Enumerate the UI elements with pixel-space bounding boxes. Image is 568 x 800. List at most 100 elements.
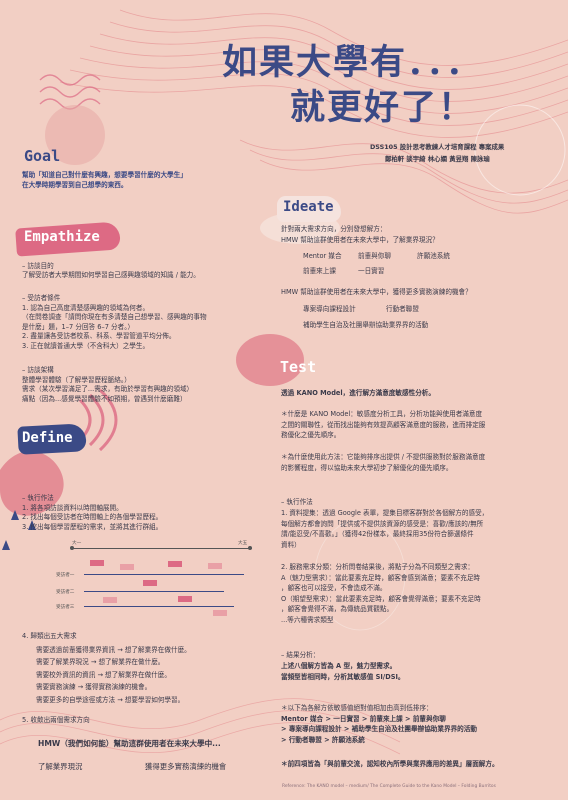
deco-ring (474, 104, 566, 196)
test-classify: 2. 服務需求分類：分析問卷結果後，將點子分為不同類型之需求： A（魅力型需求）… (281, 563, 481, 627)
test-text-line: > 專案導向課程設計 > 補助學生自治及社團舉辦協助業界界的活動 (281, 725, 477, 734)
timeline-row-label: 受訪者一 (56, 573, 75, 578)
wave-lines-left (39, 74, 101, 110)
deco-blob-define (0, 451, 64, 516)
condition-item: 2. 盡量讓各受訪者校系、科系、學習管道平均分佈。 (22, 332, 176, 341)
test-text-line: ...等六種需求類型 (281, 615, 334, 624)
need-item: 需要透過前輩獲得業界資訊 → 想了解業界在做什麼。 (36, 646, 191, 654)
test-text-line: O（期望型需求）：當此要素充足時，顧客會覺得滿意；要素不充足時 (281, 594, 481, 603)
test-text-line: 務優化之優先順序。 (281, 431, 341, 440)
test-text-line: 2. 服務需求分類：分析問卷結果後，將點子分為不同類型之需求： (281, 563, 475, 571)
timeline-tag (168, 561, 182, 567)
empathize-purpose-text: 了解受訪者大學期間如何學習自己感興趣領域的知識 / 能力。 (22, 271, 200, 279)
test-text-line: ＊什麼是 KANO Model：敏感度分析工具，分析功能與使用者滿意度 (281, 410, 483, 418)
process-item: 3. 挖出每個學習歷程的需求，並將其進行群組。 (22, 522, 163, 531)
empathize-structure: 整體學習體驗（了解學習歷程脈絡。） 需求（某次學習滿足了...需求，有助於學習有… (22, 376, 193, 404)
goal-heading: Goal (24, 147, 61, 165)
process-item: 2. 找出每個受訪者在時間軸上的各個學習歷程。 (22, 513, 163, 522)
condition-item: 3. 正在就讀普通大學（不含科大）之學生。 (22, 341, 150, 350)
test-text-line: ，顧客會覺得不滿，為傳統品質觀點。 (281, 605, 394, 614)
timeline-row-label: 受訪者二 (56, 590, 75, 595)
timeline-dot (70, 546, 74, 550)
test-result-title: – 結果分析： (281, 651, 320, 659)
test-intro: 透過 KANO Model，進行解方滿意度敏感性分析。 (281, 389, 435, 397)
test-text-line: 1. 資料提集：透過 Google 表單，提集目標客群對於各個解方的感受， (281, 509, 489, 517)
structure-item: 痛點（因為...感覺學習體驗不如預期，曾遇到什麼磨難） (22, 394, 187, 403)
test-text-line: 資料） (281, 540, 301, 549)
test-conclusion: ＊前四項皆為「與前輩交流，認知校內所學與業界應用的差異」層面解方。 (281, 760, 499, 768)
project-course: DSS105 設計思考教練人才培育課程 專案成果 (370, 143, 505, 151)
test-text-line: ＊為什麼使用此方法：它能夠排序出提供 / 不提供服務對於服務滿意度 (281, 453, 486, 461)
deco-drops (2, 510, 36, 550)
need-item: 需要實務演練 → 獲得實務演練的機會。 (36, 683, 152, 692)
idea-item: 行動者聯盟 (386, 305, 419, 313)
empathize-purpose-title: – 訪談目的 (22, 262, 54, 270)
timeline-end-label: 大五 (238, 541, 248, 546)
wave-lines-top (59, 9, 568, 214)
condition-item: 是什麼」題，1–7 分回答 6–7 分者。） (22, 322, 135, 331)
reference: Reference: The KANO model – medium/ The … (282, 784, 496, 789)
test-text-line: 每個解方都會詢問「提供或不提供該資源的感受是：喜歡/應該的/無所 (281, 519, 484, 528)
deco-circle-goal (45, 105, 105, 165)
empathize-conditions: 1. 認為自己高度清楚感興趣的領域為何者。 （在問卷調查「請問你現在有多清楚自己… (22, 304, 207, 351)
page-title-line2: 就更好了！ (290, 88, 476, 128)
test-process-title: – 執行作法 (281, 498, 313, 506)
timeline-tag (120, 564, 134, 570)
define-needs-title: 4. 歸類出五大需求 (22, 632, 77, 640)
condition-item: 1. 認為自己高度清楚感興趣的領域為何者。 (22, 304, 150, 312)
empathize-heading: Empathize (24, 229, 100, 245)
idea-item: 一日實習 (358, 267, 385, 275)
timeline-row-line (84, 574, 244, 575)
idea-item: 專案導向課程設計 (303, 305, 356, 313)
goal-text-2: 在大學時期學習到自己想學的東西。 (22, 181, 128, 189)
test-text-line: A（魅力型需求）：當此要素充足時，顧客會感到滿意；要素不充足時 (281, 573, 481, 582)
structure-item: 整體學習體驗（了解學習歷程脈絡。） (22, 376, 131, 384)
timeline-tag (213, 610, 227, 616)
ideate-intro-1: 針對兩大需求方向，分別發想解方： (281, 225, 387, 233)
goal-text-1: 幫助「知道自己對什麼有興趣，想要學習什麼的大學生」 (22, 171, 187, 179)
define-process: 1. 將各項訪談資料以時間軸展開。 2. 找出每個受訪者在時間軸上的各個學習歷程… (22, 504, 162, 532)
deco-blob-test (236, 334, 304, 386)
test-text-line: 之間的關聯性，從而找出能夠有效提高顧客滿意度的服務，進而排定服 (281, 420, 486, 429)
test-why-kano: ＊為什麼使用此方法：它能夠排序出提供 / 不提供服務對於服務滿意度 的影響程度，… (281, 453, 485, 474)
timeline-axis (72, 548, 252, 549)
ideate-question-b: HMW 幫助這群使用者在未來大學中，獲得更多實務演練的機會？ (281, 288, 472, 296)
idea-item: 補助學生自治及社團舉辦協助業界界的活動 (303, 321, 429, 329)
timeline-start-label: 大一 (72, 541, 82, 546)
condition-item: （在問卷調查「請問你現在有多清楚自己想學習、感興趣的事物 (22, 313, 207, 322)
define-needs: 需要透過前輩獲得業界資訊 → 想了解業界在做什麼。 需要了解業界現況 → 想了解… (36, 645, 191, 707)
test-text-line: 的影響程度，得以協助未來大學初步了解優化的優先順序。 (281, 463, 453, 472)
project-team: 鄭柏軒 談宇綺 林心嫻 黃昱翔 陳詠瑜 (385, 155, 490, 163)
need-item: 需要了解業界現況 → 想了解業界在做什麼。 (36, 658, 165, 667)
empathize-structure-title: – 訪談架構 (22, 366, 54, 374)
timeline-tag (208, 563, 222, 569)
define-hmw-option-b: 獲得更多實務演練的機會 (145, 762, 227, 771)
idea-item: Mentor 媒合 (303, 252, 342, 260)
test-text-line: ＊以下為各解方依敏感值絕對值相加由高到低排序： (281, 704, 433, 712)
timeline-tag (90, 560, 104, 566)
idea-item: 前輩與你聊 (358, 252, 391, 260)
idea-item: 前輩來上課 (303, 267, 336, 275)
timeline-dot (248, 546, 252, 550)
page-title-line1: 如果大學有．．． (222, 43, 484, 83)
ideate-heading-bg (277, 196, 341, 222)
define-hmw-option-a: 了解業界現況 (38, 762, 83, 771)
define-process-title: – 執行作法 (22, 494, 54, 502)
timeline-tag (103, 597, 117, 603)
timeline-row-line (84, 606, 234, 607)
test-result-2: 當頻型皆相同時，分析其敏感值 SI/DSI。 (281, 673, 405, 681)
define-hmw-title: 5. 收斂出兩個需求方向 (22, 716, 90, 724)
deco-ring-lower (314, 519, 406, 631)
need-item: 需要更多的自學途徑或方法 → 想要學習如何學習。 (36, 695, 185, 704)
timeline-tag (143, 580, 157, 586)
timeline-tag (178, 596, 192, 602)
test-text-line: ，顧客也可以接受，不會造成不滿。 (281, 584, 387, 593)
idea-item: 許願池系統 (417, 252, 450, 260)
timeline-figure: 大一 大五 受訪者一 受訪者二 受訪者三 (48, 538, 258, 618)
test-text-line: 謂/能忍受/不喜歡。」（獲得42份樣本，最終採用35份符合篩選條件 (281, 530, 474, 539)
define-hmw: HMW（我們如何能）幫助這群使用者在未來大學中... (38, 739, 221, 748)
test-heading: Test (280, 358, 317, 376)
ideate-heading: Ideate (283, 199, 334, 215)
process-item: 1. 將各項訪談資料以時間軸展開。 (22, 504, 123, 512)
need-item: 需要校外資訊的資訊 → 想了解業界在做什麼。 (36, 670, 171, 679)
